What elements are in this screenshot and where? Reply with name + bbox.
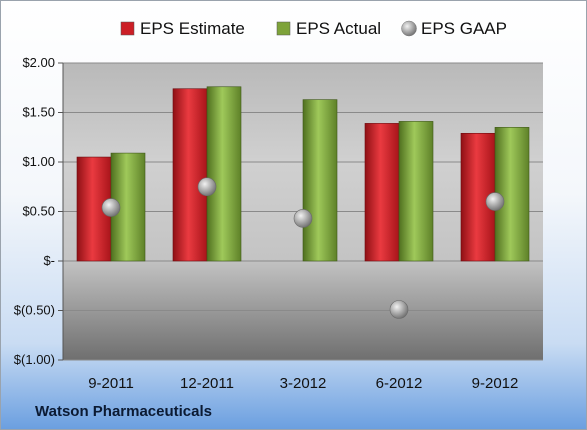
- y-tick-label: $(1.00): [14, 352, 55, 367]
- y-tick-label: $1.00: [22, 154, 55, 169]
- point-eps-gaap: [485, 192, 505, 211]
- point-eps-gaap: [197, 177, 217, 197]
- legend-swatch-actual: [276, 21, 291, 36]
- bar-eps-actual: [494, 127, 530, 262]
- bar-eps-actual: [398, 121, 434, 262]
- legend-label: EPS Estimate: [140, 19, 245, 38]
- point-eps-gaap: [389, 300, 409, 319]
- legend-label: EPS Actual: [296, 19, 381, 38]
- point-eps-gaap: [293, 209, 313, 228]
- x-tick-label: 9-2012: [472, 375, 519, 392]
- point-eps-gaap: [101, 198, 121, 217]
- bar-eps-estimate: [364, 123, 400, 262]
- y-tick-label: $-: [43, 253, 55, 268]
- legend-label: EPS GAAP: [421, 19, 507, 38]
- x-tick-label: 9-2011: [88, 375, 134, 392]
- bar-eps-actual: [302, 99, 338, 262]
- y-tick-label: $(0.50): [14, 303, 55, 318]
- legend-swatch-gaap: [401, 20, 417, 37]
- bar-eps-estimate: [172, 88, 208, 262]
- x-tick-label: 12-2011: [180, 375, 234, 392]
- y-tick-label: $2.00: [22, 55, 55, 70]
- x-tick-label: 6-2012: [376, 375, 423, 392]
- y-tick-label: $1.50: [22, 105, 55, 120]
- legend-swatch-estimate: [120, 21, 135, 36]
- x-tick-label: 3-2012: [280, 375, 327, 392]
- y-tick-label: $0.50: [22, 204, 55, 219]
- company-label: Watson Pharmaceuticals: [35, 403, 213, 420]
- bar-eps-actual: [206, 86, 242, 262]
